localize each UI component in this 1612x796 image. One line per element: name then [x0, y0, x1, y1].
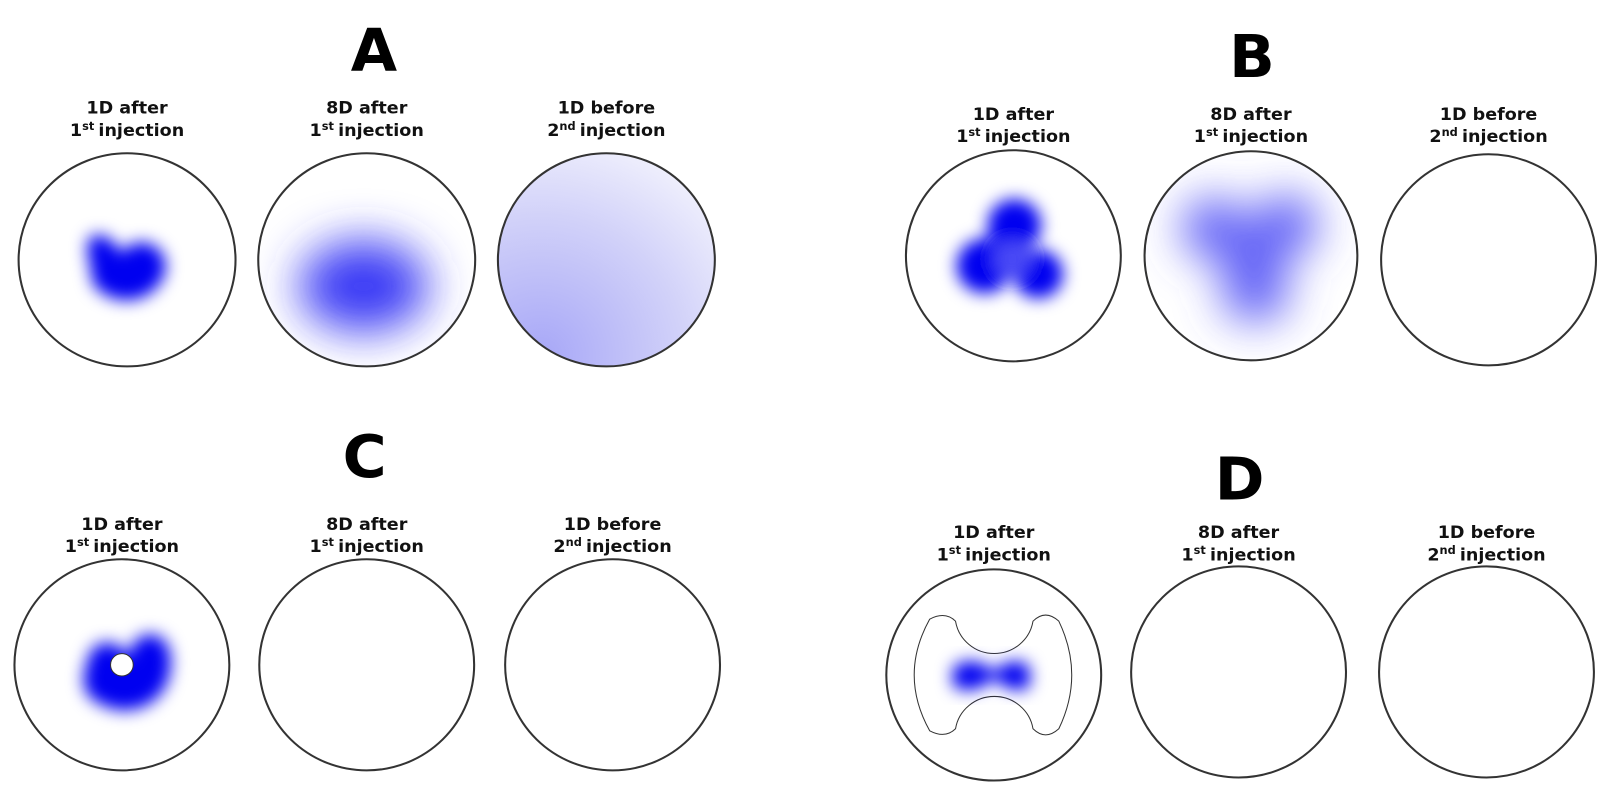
- ordinal-number: 2: [547, 121, 559, 141]
- ordinal-suffix: nd: [1440, 544, 1456, 557]
- circle: [497, 153, 715, 367]
- stain: [299, 240, 428, 332]
- circle: [1378, 565, 1595, 779]
- ordinal-suffix: st: [322, 120, 335, 133]
- label-text: injection: [98, 121, 184, 141]
- ordinal-number: 1: [65, 537, 77, 557]
- label-text: injection: [985, 127, 1071, 147]
- circle: [885, 568, 1103, 782]
- ordinal-suffix: st: [82, 120, 95, 133]
- ordinal-suffix: nd: [559, 120, 575, 133]
- ordinal-number: 2: [1427, 545, 1439, 565]
- column-label: 2nd injection: [1429, 126, 1547, 147]
- column-label: 1st injection: [1181, 544, 1295, 565]
- column-label: 1st injection: [70, 120, 184, 141]
- panel-letter: C: [343, 424, 387, 492]
- circle: [504, 558, 722, 772]
- column-label: 1D before: [564, 515, 662, 535]
- ordinal-suffix: nd: [1442, 126, 1458, 139]
- column-label: 8D after: [1198, 523, 1280, 543]
- ordinal-number: 1: [310, 121, 322, 141]
- panel-letter: B: [1229, 24, 1275, 92]
- label-text: injection: [338, 537, 424, 557]
- circle-outline: [496, 152, 716, 368]
- column-label: 1D after: [953, 523, 1035, 543]
- circle: [13, 558, 231, 772]
- label-text: injection: [1462, 127, 1548, 147]
- panel-letter: D: [1215, 446, 1265, 514]
- ordinal-number: 1: [310, 537, 322, 557]
- column-label: 1D after: [81, 515, 163, 535]
- ordinal-number: 1: [937, 545, 949, 565]
- label-text: injection: [580, 121, 666, 141]
- panel-letter: A: [351, 18, 397, 86]
- circle-outline: [1143, 150, 1359, 362]
- circle: [258, 558, 476, 772]
- column-label: 1st injection: [937, 544, 1051, 565]
- stain: [87, 234, 166, 301]
- column-label: 8D after: [326, 99, 408, 119]
- ordinal-number: 1: [1194, 127, 1206, 147]
- column-label: 1D before: [1438, 523, 1536, 543]
- label-text: injection: [1460, 545, 1546, 565]
- label-text: injection: [965, 545, 1051, 565]
- chamber: [913, 614, 1073, 736]
- ordinal-suffix: st: [1206, 126, 1219, 139]
- ordinal-suffix: st: [949, 544, 962, 557]
- column-label: 1st injection: [310, 120, 424, 141]
- column-label: 1D before: [1440, 105, 1538, 125]
- column-label: 2nd injection: [1427, 544, 1545, 565]
- ordinal-number: 2: [1429, 127, 1441, 147]
- column-label: 1D before: [558, 99, 656, 119]
- circle: [1380, 153, 1598, 367]
- label-text: injection: [93, 537, 179, 557]
- circle: [1130, 565, 1348, 779]
- column-label: 1st injection: [310, 536, 424, 557]
- ordinal-suffix: st: [968, 126, 981, 139]
- circle: [17, 152, 237, 368]
- label-text: injection: [1222, 127, 1308, 147]
- circle-outline: [257, 152, 477, 368]
- circle: [904, 149, 1122, 363]
- column-label: 1st injection: [65, 536, 179, 557]
- ordinal-number: 1: [70, 121, 82, 141]
- label-text: injection: [1210, 545, 1296, 565]
- ordinal-number: 2: [553, 537, 565, 557]
- column-label: 8D after: [1210, 105, 1292, 125]
- ordinal-suffix: st: [77, 536, 90, 549]
- column-label: 2nd injection: [553, 536, 671, 557]
- stain: [956, 198, 1063, 299]
- label-text: injection: [586, 537, 672, 557]
- ordinal-suffix: nd: [566, 536, 582, 549]
- column-label: 2nd injection: [547, 120, 665, 141]
- label-text: injection: [338, 121, 424, 141]
- hole: [110, 653, 134, 677]
- column-label: 1D after: [86, 99, 168, 119]
- ordinal-suffix: st: [322, 536, 335, 549]
- stain: [951, 661, 1031, 691]
- ordinal-number: 1: [956, 127, 968, 147]
- column-label: 1st injection: [1194, 126, 1308, 147]
- stain: [1182, 194, 1318, 322]
- column-label: 8D after: [326, 515, 408, 535]
- ordinal-suffix: st: [1194, 544, 1207, 557]
- column-label: 1st injection: [956, 126, 1070, 147]
- column-label: 1D after: [973, 105, 1055, 125]
- ordinal-number: 1: [1181, 545, 1193, 565]
